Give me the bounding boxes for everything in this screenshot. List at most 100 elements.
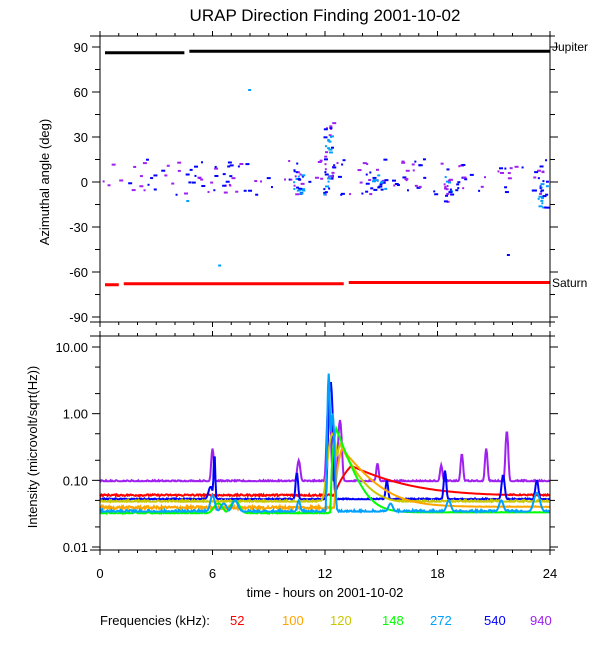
- azimuth-point: [171, 182, 175, 185]
- azimuth-point: [324, 191, 328, 194]
- azimuth-point: [381, 179, 386, 182]
- azimuth-point: [128, 182, 133, 185]
- azimuth-point: [330, 175, 334, 178]
- azimuth-point: [445, 194, 449, 197]
- azimuth-point: [214, 174, 219, 177]
- azimuth-point: [331, 135, 334, 138]
- azimuth-point: [227, 161, 232, 164]
- azimuth-point: [323, 128, 328, 131]
- azimuth-point: [537, 197, 540, 200]
- azimuth-point: [324, 168, 327, 171]
- azimuth-point: [443, 183, 446, 186]
- azimuth-point: [377, 174, 381, 177]
- azimuth-point: [288, 160, 291, 163]
- azimuth-ylabel: Azimuthal angle (deg): [37, 119, 52, 245]
- azimuth-point: [414, 160, 417, 163]
- azimuth-point: [418, 185, 422, 188]
- azimuth-point: [239, 163, 244, 166]
- azimuth-point: [295, 171, 299, 174]
- azimuth-point: [540, 197, 544, 200]
- azimuth-point: [369, 193, 373, 196]
- azimuth-point: [446, 192, 450, 195]
- azimuth-point: [143, 189, 146, 192]
- azimuth-point: [545, 206, 550, 209]
- azimuth-point: [214, 167, 219, 170]
- azimuth-outlier-point: [248, 89, 252, 91]
- x-tick-label: 24: [543, 566, 557, 581]
- azimuth-point: [259, 180, 262, 183]
- azimuth-point: [153, 174, 158, 177]
- azimuth-point: [293, 184, 296, 187]
- azimuth-point: [266, 177, 271, 180]
- azimuth-point: [374, 179, 379, 182]
- saturn-label: Saturn: [552, 276, 587, 290]
- azimuth-point: [507, 172, 511, 175]
- azimuth-point: [327, 177, 332, 180]
- azimuth-outlier-point: [218, 264, 222, 267]
- azimuth-point: [457, 181, 461, 184]
- azimuth-point: [537, 177, 540, 180]
- azimuth-point: [365, 182, 370, 185]
- azimuth-point: [324, 173, 329, 176]
- azimuth-point: [328, 175, 331, 178]
- azimuth-point: [270, 186, 273, 189]
- azimuth-outlier-point: [186, 200, 190, 202]
- azimuth-point: [440, 162, 444, 165]
- legend-item-52: 52: [230, 613, 244, 628]
- azimuth-point: [445, 188, 449, 191]
- azimuth-point: [284, 178, 287, 181]
- azimuth-point: [445, 180, 449, 183]
- azimuth-tick-label: 0: [81, 175, 88, 190]
- intensity-tick-label: 1.00: [63, 407, 88, 422]
- azimuth-point: [308, 180, 312, 183]
- azimuth-point: [213, 189, 216, 192]
- azimuth-point: [379, 183, 383, 186]
- azimuth-point: [323, 158, 328, 161]
- azimuth-point: [539, 192, 543, 195]
- azimuth-point: [161, 169, 166, 172]
- x-tick-label: 12: [318, 566, 332, 581]
- azimuth-point: [504, 167, 507, 170]
- azimuth-point: [189, 168, 193, 171]
- azimuth-point: [184, 192, 189, 195]
- azimuth-point: [497, 170, 500, 173]
- azimuth-point: [194, 174, 197, 177]
- azimuth-point: [446, 200, 450, 203]
- azimuth-point: [447, 179, 451, 182]
- azimuth-point: [537, 169, 542, 172]
- azimuth-point: [461, 163, 466, 166]
- azimuth-point: [200, 178, 204, 181]
- azimuth-point: [225, 180, 230, 183]
- azimuth-point: [133, 165, 137, 168]
- azimuth-point: [380, 180, 384, 183]
- azimuth-point: [301, 175, 304, 178]
- azimuth-point: [542, 180, 545, 183]
- azimuth-point: [371, 180, 376, 183]
- azimuth-point: [328, 187, 331, 190]
- azimuth-point: [317, 161, 322, 164]
- azimuth-point: [107, 184, 111, 187]
- azimuth-point: [396, 184, 400, 187]
- azimuth-point: [533, 176, 537, 179]
- legend-item-272: 272: [430, 613, 452, 628]
- azimuth-point: [175, 193, 178, 196]
- azimuth-outlier-point: [506, 254, 510, 256]
- azimuth-point: [416, 186, 421, 189]
- azimuth-point: [375, 168, 379, 171]
- azimuth-point: [331, 171, 335, 174]
- azimuth-point: [443, 200, 448, 203]
- azimuth-point: [543, 206, 548, 209]
- azimuth-point: [332, 166, 337, 169]
- azimuth-point: [500, 171, 505, 174]
- azimuth-point: [478, 189, 481, 192]
- azimuth-point: [444, 176, 447, 179]
- azimuth-point: [320, 177, 324, 180]
- azimuth-point: [539, 165, 544, 168]
- azimuth-point: [340, 192, 345, 195]
- azimuth-point: [446, 168, 450, 171]
- azimuth-point: [464, 178, 468, 181]
- legend-item-540: 540: [484, 613, 506, 628]
- azimuth-point: [243, 189, 247, 192]
- azimuth-point: [235, 190, 239, 193]
